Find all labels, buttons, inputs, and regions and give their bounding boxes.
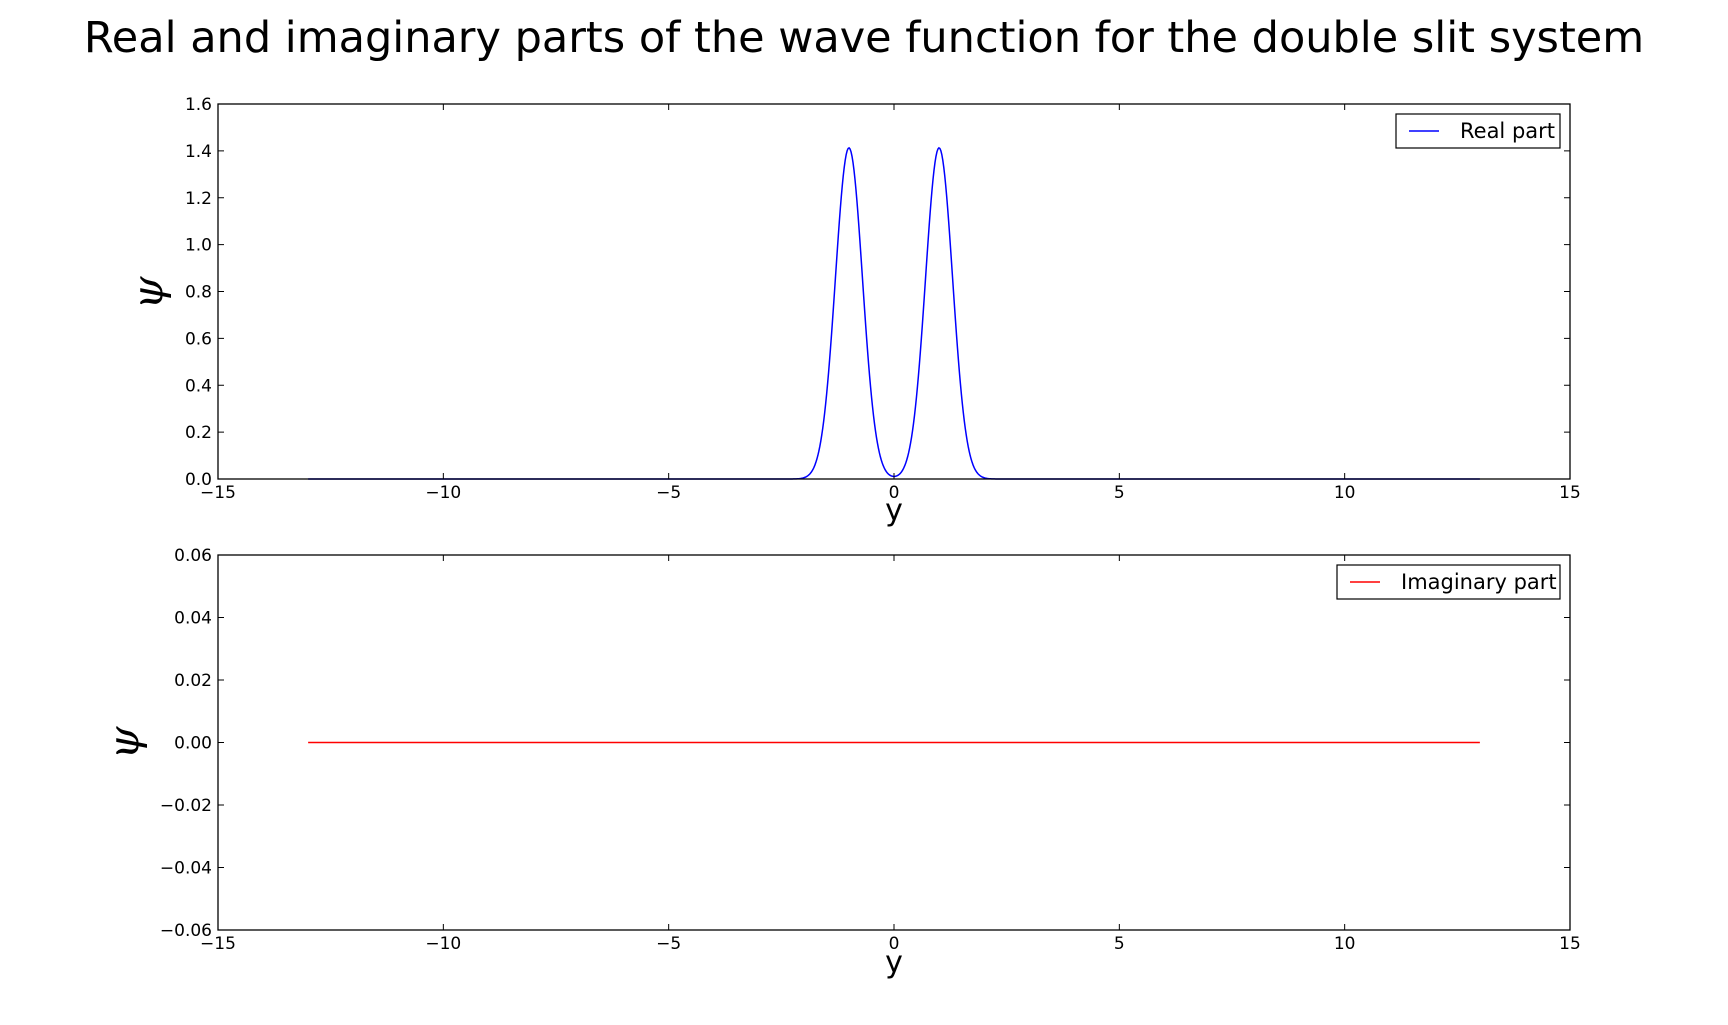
y-axis-label: ψ: [123, 275, 172, 309]
x-tick-label: 5: [1114, 483, 1125, 503]
y-tick-label: 0.4: [185, 376, 212, 396]
y-tick-label: −0.06: [160, 921, 212, 941]
y-tick-label: 0.04: [174, 609, 212, 629]
y-axis-label: ψ: [99, 725, 148, 759]
y-tick-label: 1.0: [185, 236, 212, 256]
x-tick-label: 0: [889, 934, 900, 954]
y-tick-label: −0.02: [160, 796, 212, 816]
y-tick-label: 1.6: [185, 95, 212, 115]
y-tick-label: 0.0: [185, 470, 212, 490]
x-tick-label: −15: [200, 483, 236, 503]
x-tick-label: −5: [656, 483, 681, 503]
series-line-real-part: [308, 146, 1480, 480]
legend-label: Real part: [1460, 119, 1555, 143]
imaginary-part-axes: −15 −10 −5 0 5 10 15 −0.06 −0.04 −0.02 0.00 0.02 0.0…: [99, 546, 1581, 980]
figure-title: Real and imaginary parts of the wave fun…: [84, 13, 1644, 63]
x-axis-label: y: [885, 493, 903, 528]
y-tick-label: 1.4: [185, 142, 212, 162]
x-tick-label: 15: [1559, 483, 1581, 503]
y-tick-label: 0.8: [185, 283, 212, 303]
x-tick-label: 5: [1114, 934, 1125, 954]
x-axis-label: y: [885, 945, 903, 980]
y-tick-label: 0.6: [185, 329, 212, 349]
x-tick-label: 0: [889, 483, 900, 503]
y-tick-label: −0.04: [160, 859, 212, 879]
x-tick-label: −10: [425, 934, 461, 954]
x-tick-label: 10: [1334, 483, 1356, 503]
y-tick-label: 1.2: [185, 189, 212, 209]
y-tick-label: 0.02: [174, 671, 212, 691]
x-tick-label: 10: [1334, 934, 1356, 954]
x-tick-label: −10: [425, 483, 461, 503]
x-tick-label: 15: [1559, 934, 1581, 954]
plot-frame: [217, 103, 1571, 480]
x-tick-label: −5: [656, 934, 681, 954]
real-part-axes: −15 −10 −5 0 5 10 15 0.0 0.2 0.4 0.6 0.8 1.0 1.2 1.4 1.…: [123, 95, 1581, 528]
y-tick-label: 0.06: [174, 546, 212, 566]
legend-label: Imaginary part: [1401, 570, 1557, 594]
x-tick-label: −15: [200, 934, 236, 954]
y-tick-label: 0.2: [185, 423, 212, 443]
y-tick-label: 0.00: [174, 734, 212, 754]
